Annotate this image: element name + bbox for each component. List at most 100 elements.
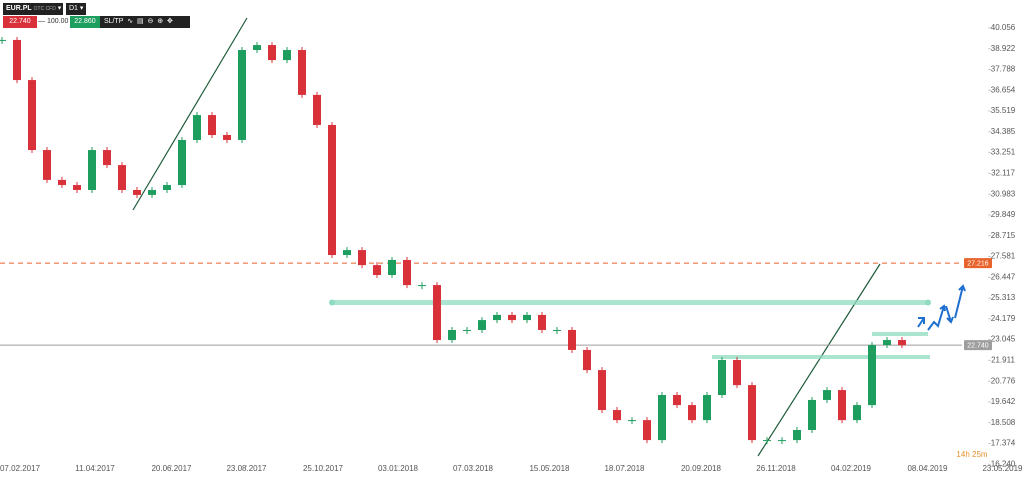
y-tick-label: 33.251 (991, 148, 1016, 157)
y-tick-label: 17.374 (991, 439, 1016, 448)
candle (313, 94, 321, 125)
candle (358, 250, 366, 266)
price-badge (964, 258, 992, 269)
candle (28, 80, 36, 151)
candle (748, 385, 756, 441)
candle (898, 340, 906, 346)
y-tick-label: 34.385 (991, 127, 1016, 136)
candle (268, 45, 276, 61)
x-tick-label: 07.02.2017 (0, 464, 41, 473)
x-tick-label: 26.11.2018 (756, 464, 796, 473)
x-tick-label: 03.01.2018 (378, 464, 419, 473)
candle (658, 395, 666, 441)
candle (508, 314, 516, 321)
x-tick-label: 07.03.2018 (453, 464, 494, 473)
candle (673, 395, 681, 406)
candle (253, 45, 261, 51)
trend-line (132, 17, 248, 211)
candle (763, 440, 771, 442)
candle (73, 185, 81, 190)
price-badge-label: 27.216 (967, 261, 989, 268)
price-badge (964, 340, 992, 351)
candle (463, 329, 471, 331)
tools-bar: SL/TP ∿ ▤ ⊖ ⊕ ✥ (100, 16, 190, 28)
candle (538, 314, 546, 330)
x-tick-label: 20.06.2017 (151, 464, 192, 473)
candle (733, 360, 741, 386)
market: OTC CFD (33, 6, 56, 12)
y-tick-label: 24.179 (991, 314, 1016, 323)
resistance-zone (872, 332, 928, 336)
price-badge-label: 22.740 (967, 343, 989, 350)
sltp-button[interactable]: SL/TP (104, 18, 124, 25)
candle (613, 410, 621, 421)
sell-button[interactable]: 22.740 (3, 16, 37, 28)
candle (13, 39, 21, 81)
candle (553, 329, 561, 331)
y-tick-label: 28.715 (991, 231, 1016, 240)
candle (868, 344, 876, 406)
y-tick-label: 25.313 (991, 293, 1016, 302)
symbol: EUR.PL (6, 5, 32, 12)
buy-button[interactable]: 22.860 (70, 16, 100, 28)
y-tick-label: 20.776 (991, 376, 1016, 385)
x-tick-label: 20.09.2018 (681, 464, 722, 473)
volume-input[interactable]: — 100.00 + (38, 16, 74, 28)
y-tick-label: 16.240 (991, 459, 1016, 468)
candle (433, 285, 441, 341)
x-tick-label: 23.08.2017 (226, 464, 267, 473)
candle (103, 150, 111, 166)
candle (133, 189, 141, 195)
x-tick-label: 15.05.2018 (529, 464, 570, 473)
forecast-arrow (917, 317, 925, 328)
candle (0, 39, 6, 41)
x-tick-label: 23.05.2019 (982, 464, 1023, 473)
interval-selector[interactable]: D1 ▾ (66, 3, 86, 15)
symbol-selector[interactable]: EUR.PL OTC CFD ▾ (3, 3, 63, 15)
x-tick-label: 08.04.2019 (907, 464, 948, 473)
candle (823, 390, 831, 400)
y-tick-label: 35.519 (991, 106, 1016, 115)
candle (808, 399, 816, 431)
candle (343, 250, 351, 256)
y-tick-label: 23.045 (991, 335, 1016, 344)
x-tick-label: 25.10.2017 (303, 464, 344, 473)
candle (373, 265, 381, 276)
candle (883, 340, 891, 345)
y-tick-label: 29.849 (991, 210, 1016, 219)
y-tick-label: 21.911 (991, 355, 1015, 364)
candle (223, 135, 231, 140)
candle (628, 420, 636, 422)
x-tick-label: 04.02.2019 (831, 464, 872, 473)
candle (643, 420, 651, 441)
candle (448, 329, 456, 341)
candle (328, 124, 336, 256)
candle (703, 395, 711, 421)
candle (238, 50, 246, 140)
candle (718, 360, 726, 396)
trend-line (757, 263, 881, 457)
countdown: 14h 25m (956, 450, 987, 459)
annotations (132, 17, 966, 457)
zone-handle (925, 299, 931, 306)
y-tick-label: 27.581 (991, 252, 1016, 261)
x-tick-label: 11.04.2017 (75, 464, 115, 473)
x-tick-label: 18.07.2018 (604, 464, 645, 473)
zone-handle (329, 299, 335, 306)
candle (178, 139, 186, 186)
candle (418, 285, 426, 287)
forecast-arrow (927, 304, 946, 331)
forecast-arrow (954, 284, 966, 319)
candle (58, 179, 66, 186)
y-tick-label: 19.642 (991, 397, 1016, 406)
candle (88, 150, 96, 190)
candle (478, 320, 486, 330)
candle (148, 189, 156, 195)
candle (598, 370, 606, 411)
candle (778, 440, 786, 442)
y-tick-label: 36.654 (991, 85, 1016, 94)
candle (193, 115, 201, 140)
candle (688, 405, 696, 421)
